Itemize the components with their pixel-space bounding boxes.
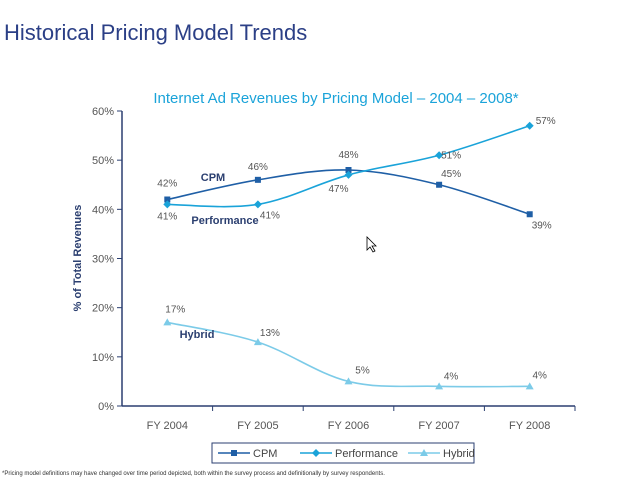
data-label: 42% (157, 179, 177, 190)
legend-marker (420, 449, 428, 456)
data-label: 51% (441, 150, 461, 161)
data-label: 4% (444, 371, 459, 382)
data-point-performance (525, 121, 534, 130)
data-label: 5% (355, 365, 370, 376)
legend-label-performance: Performance (335, 448, 398, 460)
data-point-hybrid (525, 382, 534, 390)
y-tick-label: 30% (92, 254, 114, 266)
series-inline-label: CPM (201, 172, 225, 184)
x-tick-label: FY 2005 (237, 420, 278, 432)
y-tick-label: 0% (98, 401, 114, 413)
legend (211, 442, 475, 464)
y-axis-label: % of Total Revenues (72, 205, 84, 312)
page-title: Historical Pricing Model Trends (4, 20, 308, 45)
data-label: 13% (260, 328, 280, 339)
y-tick-label: 60% (92, 106, 114, 118)
chart-title: Internet Ad Revenues by Pricing Model – … (153, 90, 518, 107)
data-label: 45% (441, 169, 461, 180)
x-tick-label: FY 2008 (509, 420, 550, 432)
data-point-performance (435, 151, 444, 160)
series-inline-label: Performance (191, 215, 258, 227)
data-label: 39% (532, 220, 552, 231)
mouse-cursor-icon (366, 236, 377, 253)
data-label: 47% (328, 184, 348, 195)
data-point-hybrid (435, 382, 444, 390)
data-point-cpm (526, 211, 533, 218)
y-tick-label: 20% (92, 303, 114, 315)
data-point-cpm (254, 176, 261, 183)
data-point-hybrid (163, 318, 172, 326)
data-point-cpm (345, 167, 352, 173)
y-tick-label: 10% (92, 352, 114, 364)
legend-label-hybrid: Hybrid (443, 448, 475, 460)
data-point-performance (253, 200, 262, 209)
data-point-hybrid (344, 377, 353, 385)
y-tick-label: 50% (92, 155, 114, 167)
data-label: 41% (260, 210, 280, 221)
data-point-cpm (164, 196, 171, 203)
data-point-performance (344, 170, 353, 179)
x-tick-label: FY 2006 (328, 420, 369, 432)
data-label: 46% (248, 162, 268, 173)
data-label: 48% (338, 150, 358, 161)
data-point-performance (163, 200, 172, 209)
x-tick-label: FY 2004 (147, 420, 188, 432)
series-line-hybrid (167, 321, 530, 388)
data-label: 41% (157, 211, 177, 222)
legend-label-cpm: CPM (253, 448, 277, 460)
legend-marker (231, 450, 237, 456)
data-label: 4% (532, 370, 547, 381)
y-tick-label: 40% (92, 204, 114, 216)
data-point-cpm (436, 181, 443, 188)
footnote: *Pricing model definitions may have chan… (2, 471, 385, 477)
legend-marker (312, 449, 320, 457)
data-label: 57% (536, 116, 556, 127)
data-label: 17% (165, 304, 185, 315)
series-inline-label: Hybrid (180, 329, 215, 341)
data-point-hybrid (253, 338, 262, 346)
x-tick-label: FY 2007 (418, 420, 459, 432)
